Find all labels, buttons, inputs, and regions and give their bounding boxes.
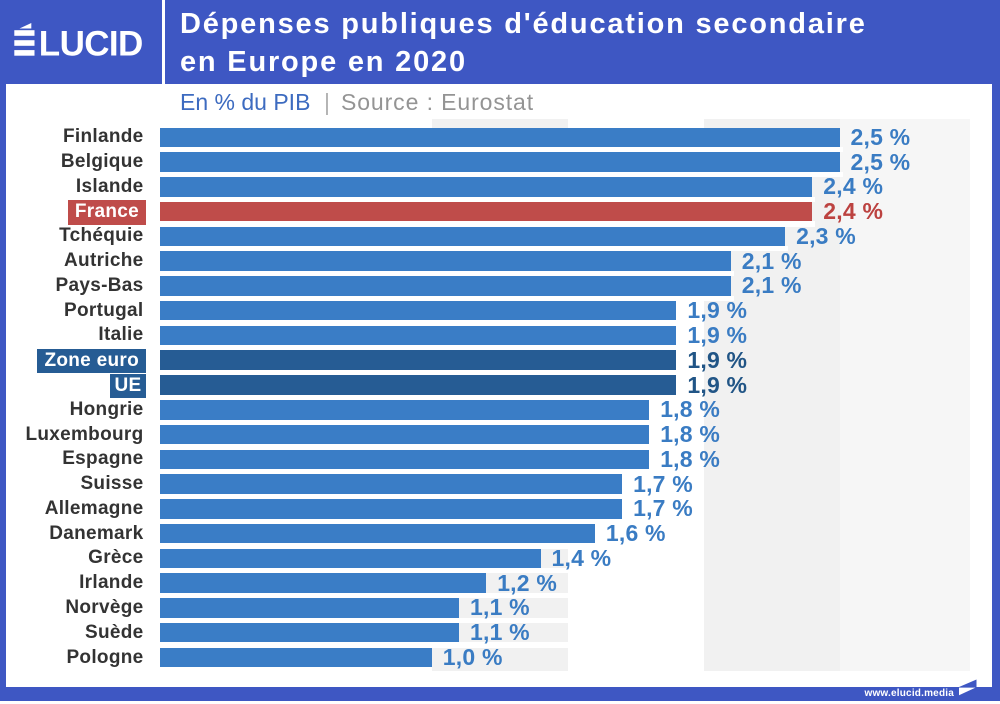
svg-text:LUCID: LUCID <box>39 25 143 56</box>
